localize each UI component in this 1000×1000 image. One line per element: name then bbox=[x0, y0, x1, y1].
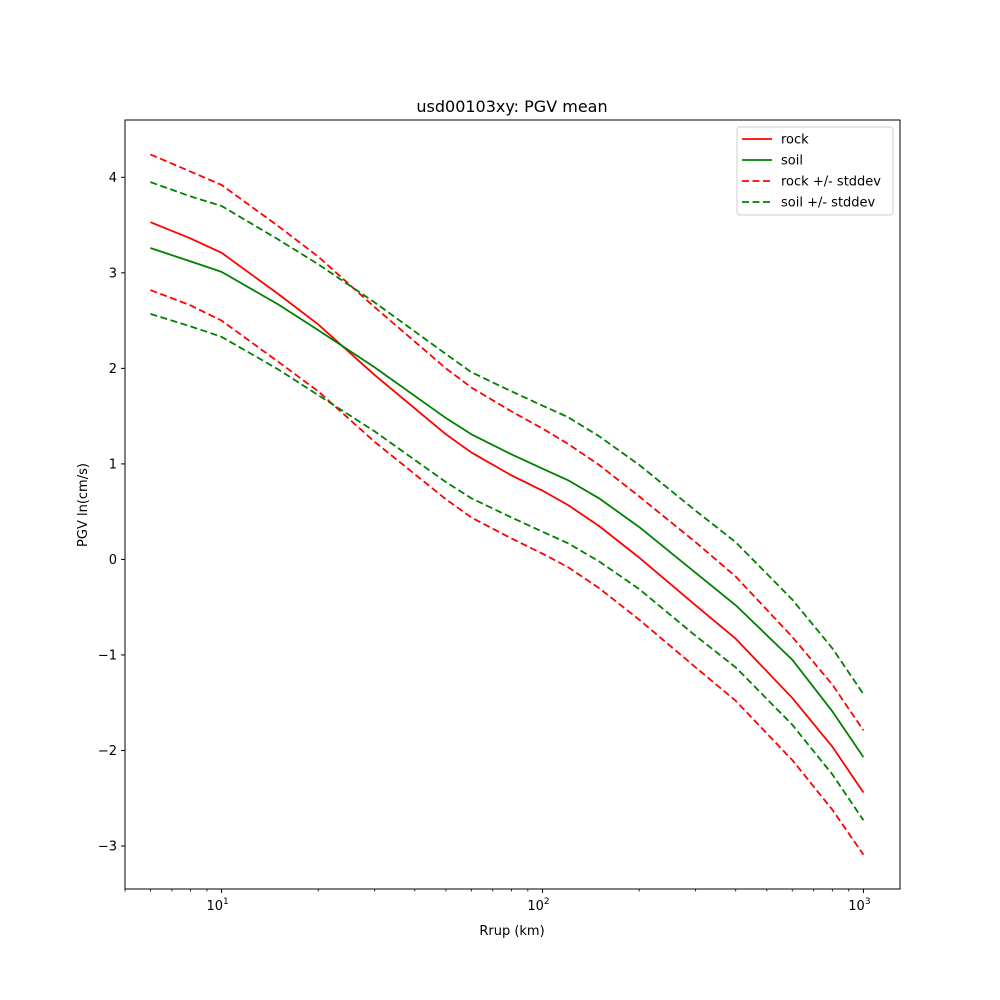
x-tick-label: 103 bbox=[848, 897, 870, 914]
series-line-4 bbox=[150, 181, 865, 695]
y-tick-label: 4 bbox=[109, 171, 117, 186]
x-tick-exponent: 2 bbox=[544, 897, 550, 907]
legend-label: rock bbox=[781, 133, 809, 148]
x-axis-label: Rrup (km) bbox=[479, 924, 544, 939]
legend-label: soil bbox=[781, 154, 803, 169]
series-line-1 bbox=[150, 247, 865, 758]
y-tick-label: −1 bbox=[98, 648, 117, 663]
x-tick-exponent: 3 bbox=[865, 897, 871, 907]
y-tick-label: −2 bbox=[98, 744, 117, 759]
x-tick-base: 10 bbox=[206, 899, 223, 914]
plot-frame bbox=[124, 119, 901, 890]
legend-box bbox=[736, 126, 894, 216]
series-line-2 bbox=[150, 153, 865, 731]
series-line-3 bbox=[150, 289, 865, 856]
series-lines bbox=[150, 153, 865, 856]
legend: rock soil rock +/- stddev soil +/- stddev bbox=[736, 126, 894, 216]
series-line-5 bbox=[150, 313, 865, 821]
x-tick-base: 10 bbox=[527, 899, 544, 914]
y-tick-label: −3 bbox=[98, 840, 117, 855]
x-tick-exponent: 1 bbox=[223, 897, 229, 907]
y-tick-label: 3 bbox=[109, 266, 117, 281]
y-axis-ticks: −3 −2 −1 0 1 2 3 4 bbox=[98, 171, 125, 855]
legend-label: soil +/- stddev bbox=[781, 196, 876, 211]
y-axis-label: PGV ln(cm/s) bbox=[76, 463, 91, 547]
y-tick-label: 2 bbox=[109, 362, 117, 377]
x-axis-ticks: 101 102 103 bbox=[124, 889, 871, 914]
x-tick-label: 101 bbox=[206, 897, 228, 914]
x-tick-base: 10 bbox=[848, 899, 865, 914]
y-tick-label: 1 bbox=[109, 457, 117, 472]
chart-title: usd00103xy: PGV mean bbox=[416, 97, 607, 116]
series-line-0 bbox=[150, 221, 865, 794]
x-tick-label: 102 bbox=[527, 897, 549, 914]
y-tick-label: 0 bbox=[109, 553, 117, 568]
legend-label: rock +/- stddev bbox=[781, 175, 881, 190]
